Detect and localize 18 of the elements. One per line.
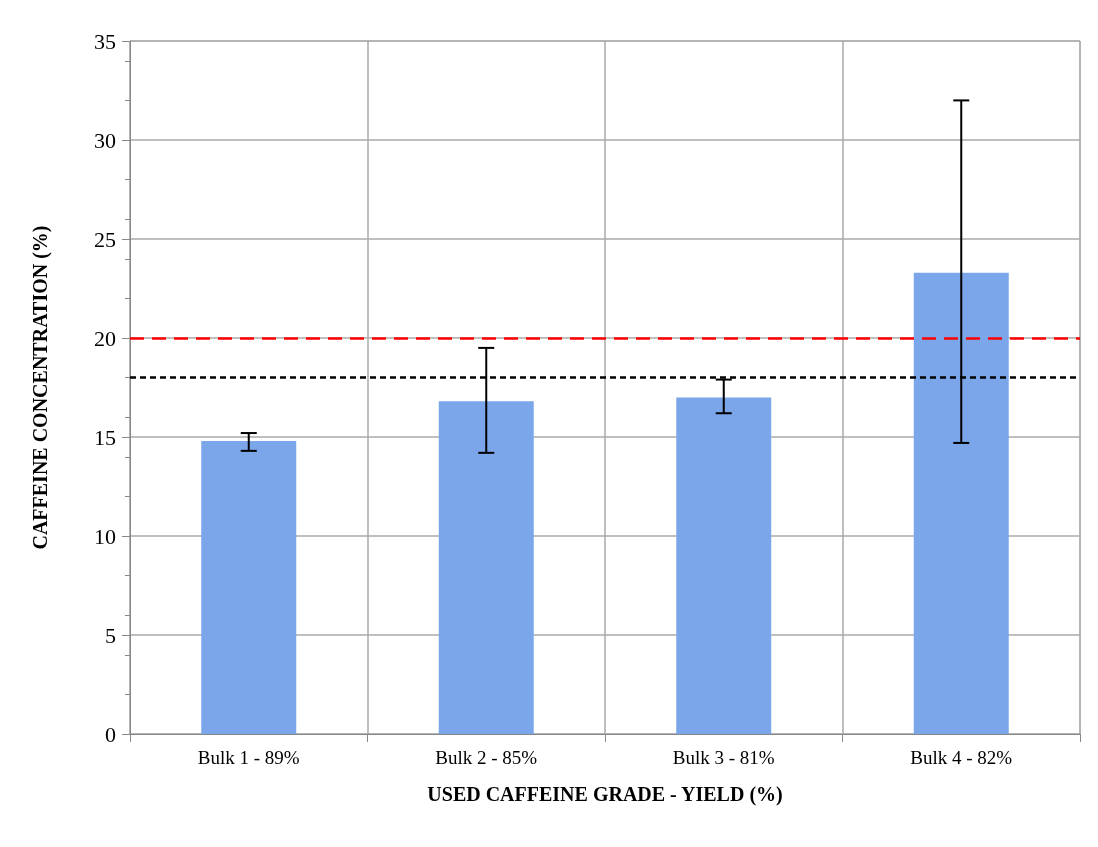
- y-tick-label: 5: [105, 622, 116, 648]
- y-tick-label: 0: [105, 721, 116, 747]
- y-tick-label: 25: [94, 226, 116, 252]
- bar: [676, 397, 772, 734]
- x-tick-label: Bulk 2 - 85%: [435, 747, 538, 768]
- x-tick-label: Bulk 4 - 82%: [910, 747, 1013, 768]
- bar: [438, 401, 534, 734]
- y-tick-label: 15: [94, 424, 116, 450]
- y-tick-label: 20: [94, 325, 116, 351]
- y-tick-label: 35: [94, 28, 116, 54]
- bar: [913, 272, 1009, 734]
- y-tick-label: 30: [94, 127, 116, 153]
- y-tick-label: 10: [94, 523, 116, 549]
- x-tick-label: Bulk 3 - 81%: [672, 747, 775, 768]
- x-axis-title: USED CAFFEINE GRADE - YIELD (%): [427, 783, 783, 806]
- bar: [201, 440, 297, 734]
- y-axis-title: CAFFEINE CONCENTRATION (%): [29, 225, 52, 550]
- x-tick-label: Bulk 1 - 89%: [197, 747, 300, 768]
